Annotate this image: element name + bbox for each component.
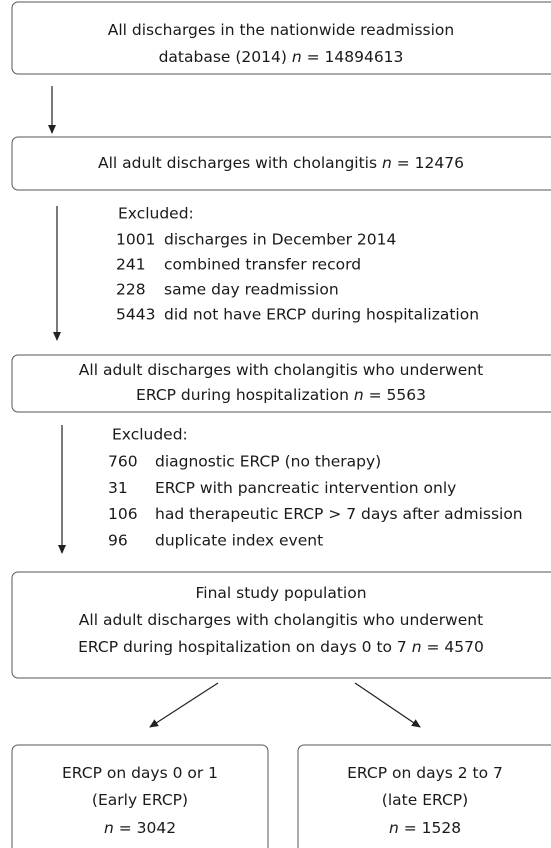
node-text: ERCP during hospitalization on days 0 to…	[78, 638, 484, 656]
text-part: ERCP on days 0 or 1	[62, 764, 218, 782]
exclusion-count: 96	[108, 531, 128, 549]
node-text: All adult discharges with cholangitis n …	[98, 154, 464, 172]
exclusion-count: 106	[108, 505, 138, 523]
box	[11, 136, 551, 191]
node-text: n = 1528	[389, 819, 461, 837]
box	[297, 744, 551, 848]
node-text: All discharges in the nationwide readmis…	[108, 21, 454, 39]
text-part: n	[389, 819, 399, 837]
exclusion-reason: did not have ERCP during hospitalization	[164, 306, 479, 324]
node-text: All adult discharges with cholangitis wh…	[79, 361, 483, 379]
exclusion-reason: had therapeutic ERCP > 7 days after admi…	[155, 505, 523, 523]
node-text: Final study population	[195, 584, 366, 602]
text-part: (late ERCP)	[382, 791, 468, 809]
exclusion-reason: combined transfer record	[164, 256, 361, 274]
box	[11, 571, 551, 679]
node-text: ERCP on days 2 to 7	[347, 764, 503, 782]
text-part: = 14894613	[302, 48, 404, 66]
text-part: All adult discharges with cholangitis wh…	[79, 361, 483, 379]
exclusion-count: 228	[116, 281, 146, 299]
text-part: n	[292, 48, 302, 66]
node-text: ERCP during hospitalization n = 5563	[136, 386, 426, 404]
text-part: n	[412, 638, 422, 656]
text-part: All adult discharges with cholangitis wh…	[79, 611, 483, 629]
node-text: database (2014) n = 14894613	[159, 48, 404, 66]
text-part: = 4570	[422, 638, 484, 656]
node-text: (late ERCP)	[382, 791, 468, 809]
exclusion-heading: Excluded:	[118, 205, 194, 223]
text-part: = 3042	[114, 819, 176, 837]
node-text: n = 3042	[104, 819, 176, 837]
exclusion-count: 241	[116, 256, 146, 274]
text-part: database (2014)	[159, 48, 292, 66]
text-part: (Early ERCP)	[92, 791, 188, 809]
box	[11, 354, 551, 413]
text-part: ERCP during hospitalization on days 0 to…	[78, 638, 412, 656]
text-part: ERCP during hospitalization	[136, 386, 354, 404]
arrow	[354, 682, 421, 728]
text-part: = 12476	[392, 154, 464, 172]
text-part: = 1528	[399, 819, 461, 837]
exclusion-reason: duplicate index event	[155, 531, 323, 549]
exclusion-reason: diagnostic ERCP (no therapy)	[155, 453, 381, 471]
text-part: n	[104, 819, 114, 837]
box	[11, 744, 269, 848]
exclusion-heading: Excluded:	[112, 426, 188, 444]
text-part: n	[382, 154, 392, 172]
arrow	[149, 682, 219, 728]
text-part: ERCP on days 2 to 7	[347, 764, 503, 782]
exclusion-count: 1001	[116, 231, 155, 249]
text-part: n	[354, 386, 364, 404]
node-text: ERCP on days 0 or 1	[62, 764, 218, 782]
exclusion-count: 31	[108, 479, 128, 497]
exclusion-reason: same day readmission	[164, 281, 339, 299]
exclusion-reason: discharges in December 2014	[164, 231, 396, 249]
node-text: All adult discharges with cholangitis wh…	[79, 611, 483, 629]
node-text: (Early ERCP)	[92, 791, 188, 809]
text-part: Final study population	[195, 584, 366, 602]
text-part: = 5563	[364, 386, 426, 404]
exclusion-reason: ERCP with pancreatic intervention only	[155, 479, 456, 497]
text-part: All discharges in the nationwide readmis…	[108, 21, 454, 39]
exclusion-count: 760	[108, 453, 138, 471]
text-part: All adult discharges with cholangitis	[98, 154, 382, 172]
box	[11, 1, 551, 75]
exclusion-count: 5443	[116, 306, 155, 324]
